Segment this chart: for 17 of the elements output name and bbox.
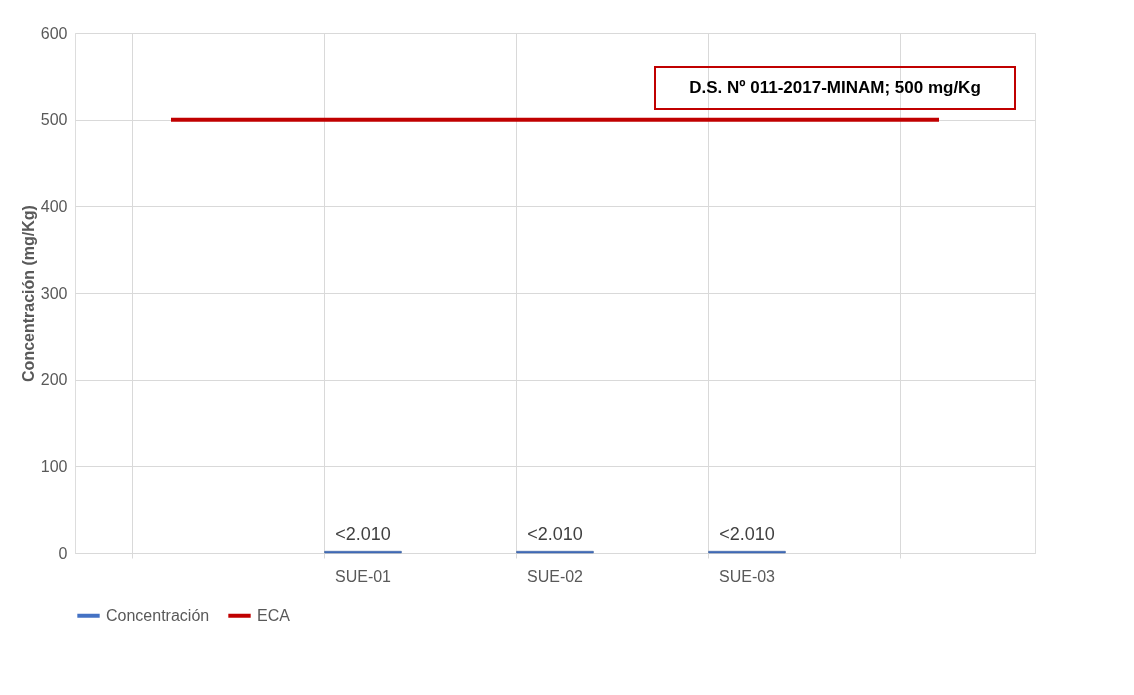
y-tick-label: 400	[40, 197, 68, 215]
y-tick-label: 100	[40, 457, 68, 475]
y-tick-label: 500	[40, 111, 68, 129]
y-tick-label: 600	[40, 24, 68, 42]
x-tick-label: SUE-01	[334, 567, 392, 585]
legend-label: ECA	[257, 606, 291, 624]
data-label: <2.010	[719, 524, 775, 545]
annotation: D.S. Nº 011-2017-MINAM; 500 mg/Kg	[689, 78, 981, 97]
x-tick-label: SUE-03	[718, 567, 776, 585]
data-label: <2.010	[527, 524, 583, 545]
y-axis-title: Concentración (mg/Kg)	[19, 205, 37, 382]
legend-label: Concentración	[106, 606, 210, 624]
y-tick-label: 200	[40, 371, 68, 389]
y-tick-label: 300	[40, 284, 68, 302]
data-label: <2.010	[335, 524, 391, 545]
x-tick-label: SUE-02	[526, 567, 584, 585]
y-tick-label: 0	[58, 544, 68, 562]
